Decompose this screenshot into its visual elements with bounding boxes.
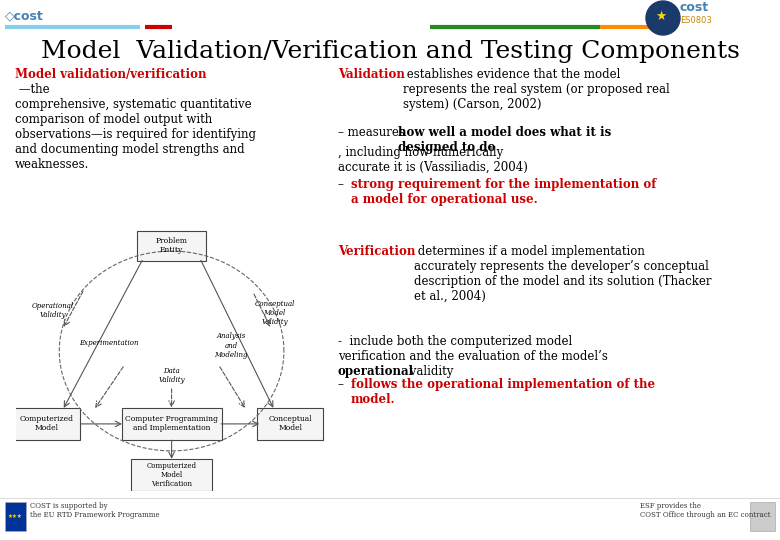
Text: –: – [338, 178, 348, 191]
Text: COST is supported by
the EU RTD Framework Programme: COST is supported by the EU RTD Framewor… [30, 502, 160, 519]
Text: ESF provides the
COST Office through an EC contract: ESF provides the COST Office through an … [640, 502, 771, 519]
Text: Operational
Validity: Operational Validity [32, 302, 74, 319]
Text: ★★★: ★★★ [8, 514, 23, 518]
Text: , including how numerically
accurate it is (Vassiliadis, 2004): , including how numerically accurate it … [338, 146, 528, 174]
Text: validity: validity [406, 365, 453, 378]
Text: Experimentation: Experimentation [80, 339, 139, 347]
Circle shape [646, 1, 680, 35]
FancyBboxPatch shape [122, 408, 222, 440]
Text: operational: operational [338, 365, 414, 378]
Text: how well a model does what it is
designed to do: how well a model does what it is designe… [398, 126, 612, 154]
Text: – measures: – measures [338, 126, 409, 139]
Text: ES0803: ES0803 [680, 16, 711, 25]
Text: Computer Programming
and Implementation: Computer Programming and Implementation [125, 415, 218, 433]
Text: Verification: Verification [338, 245, 416, 258]
FancyBboxPatch shape [137, 231, 206, 261]
Text: –: – [338, 378, 348, 391]
Text: —the
comprehensive, systematic quantitative
comparison of model output with
obse: —the comprehensive, systematic quantitat… [15, 83, 256, 171]
FancyBboxPatch shape [257, 408, 323, 440]
Text: Analysis
and
Modeling: Analysis and Modeling [215, 333, 247, 359]
Text: strong requirement for the implementation of
a model for operational use.: strong requirement for the implementatio… [351, 178, 657, 206]
FancyBboxPatch shape [5, 502, 26, 530]
Text: Computerized
Model: Computerized Model [20, 415, 74, 433]
Text: ★: ★ [655, 10, 667, 23]
FancyBboxPatch shape [14, 408, 80, 440]
Text: -  include both the computerized model
verification and the evaluation of the mo: - include both the computerized model ve… [338, 335, 608, 363]
Text: Computerized
Model
Verification: Computerized Model Verification [147, 462, 197, 488]
Text: establishes evidence that the model
represents the real system (or proposed real: establishes evidence that the model repr… [403, 68, 670, 111]
Text: Conceptual
Model: Conceptual Model [268, 415, 312, 433]
Text: Validation: Validation [338, 68, 405, 81]
Text: Model validation/verification: Model validation/verification [15, 68, 207, 81]
Text: Model  Validation/Verification and Testing Components: Model Validation/Verification and Testin… [41, 40, 739, 63]
Text: Data
Validity: Data Validity [158, 367, 185, 384]
FancyBboxPatch shape [131, 459, 212, 491]
FancyBboxPatch shape [750, 502, 775, 530]
Text: cost: cost [680, 1, 709, 14]
Text: determines if a model implementation
accurately represents the developer’s conce: determines if a model implementation acc… [414, 245, 711, 303]
Text: Conceptual
Model
Validity: Conceptual Model Validity [254, 300, 295, 326]
Text: ◇cost: ◇cost [5, 9, 44, 22]
Text: Problem
Entity: Problem Entity [155, 237, 188, 254]
Text: follows the operational implementation of the
model.: follows the operational implementation o… [351, 378, 655, 406]
